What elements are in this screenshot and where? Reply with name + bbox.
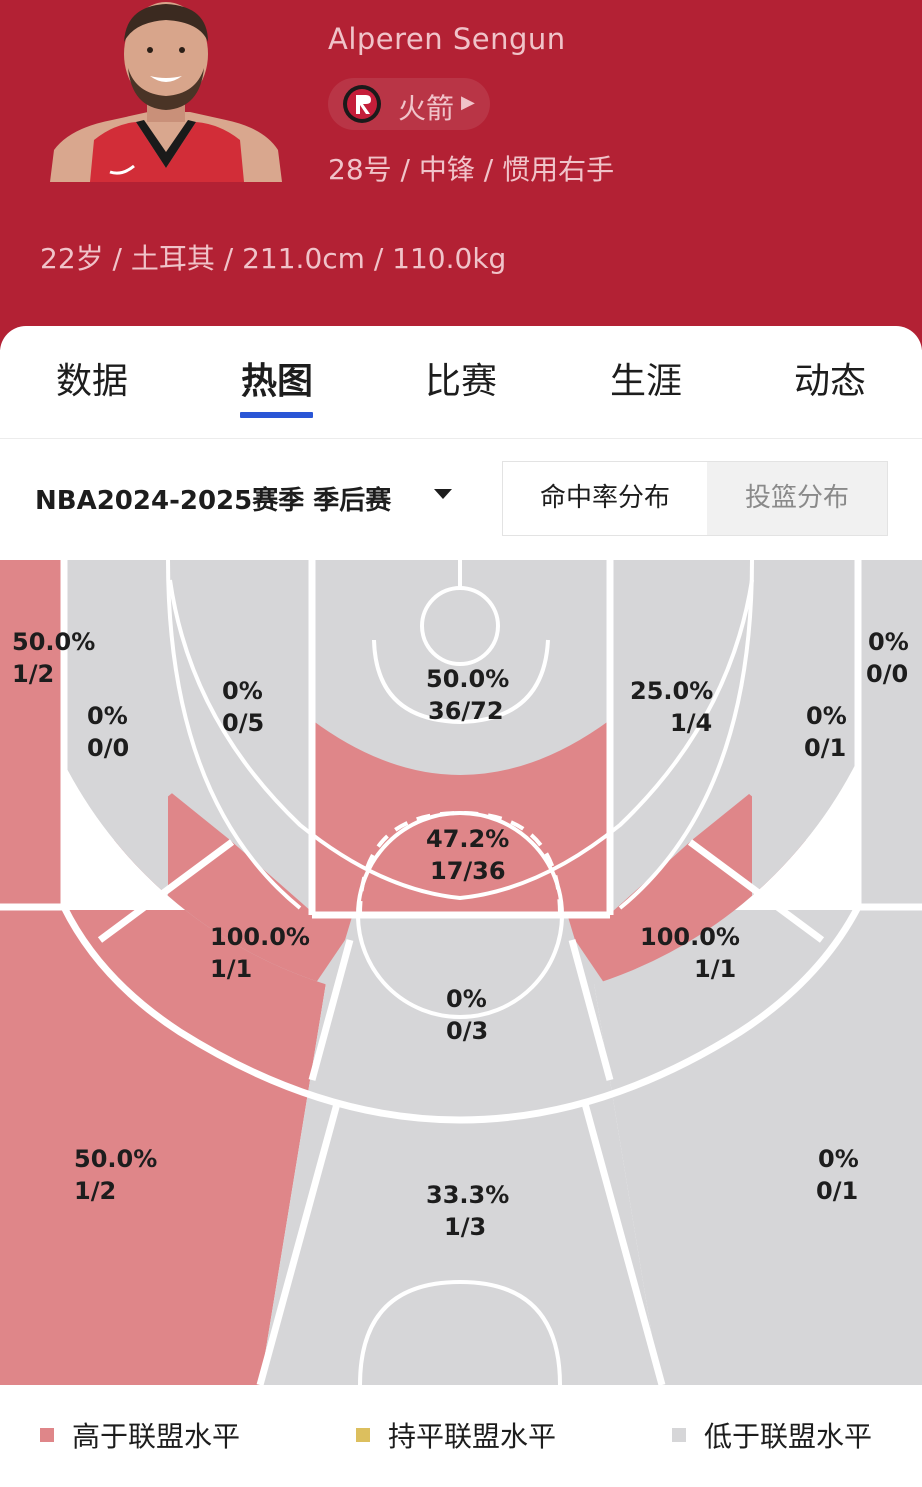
- label-right-wing-three-ratio: 0/1: [816, 1177, 858, 1205]
- zone-left-wing-three[interactable]: [0, 910, 338, 1385]
- label-top-three-ratio: 1/3: [444, 1213, 486, 1241]
- label-right-corner-three-pct: 0%: [868, 628, 909, 656]
- zone-right-short-mid[interactable]: [612, 560, 754, 912]
- zone-left-corner-three[interactable]: [0, 560, 64, 910]
- toggle-hit-rate[interactable]: 命中率分布: [503, 462, 707, 535]
- player-name: Alperen Sengun: [328, 22, 566, 56]
- zone-left-short-mid[interactable]: [168, 560, 312, 912]
- team-link[interactable]: 火箭 ▶: [328, 78, 490, 130]
- rockets-logo-icon: [343, 85, 381, 123]
- zone-right-corner-three[interactable]: [858, 560, 922, 910]
- legend-swatch-below: [672, 1428, 686, 1442]
- label-left-corner-three-ratio: 1/2: [12, 660, 54, 688]
- label-top-three-pct: 33.3%: [426, 1181, 509, 1209]
- player-avatar: [50, 0, 282, 182]
- tab-stats[interactable]: 数据: [55, 361, 128, 402]
- label-paint-ratio: 17/36: [430, 857, 506, 885]
- label-right-elbow-mid-pct: 100.0%: [640, 923, 740, 951]
- active-tab-indicator: [240, 412, 313, 418]
- tab-bar: 数据 热图 比赛 生涯 动态: [0, 326, 922, 439]
- label-right-corner-three-ratio: 0/0: [866, 660, 908, 688]
- legend-above: 高于联盟水平: [40, 1415, 240, 1455]
- chevron-down-icon[interactable]: [434, 489, 452, 499]
- label-left-elbow-mid-ratio: 1/1: [210, 955, 252, 983]
- legend-swatch-even: [356, 1428, 370, 1442]
- zone-top-mid[interactable]: [280, 940, 640, 1080]
- legend-swatch-above: [40, 1428, 54, 1442]
- zone-paint-baseline[interactable]: [312, 560, 610, 775]
- label-right-short-mid-ratio: 1/4: [670, 709, 712, 737]
- label-right-baseline-mid-pct: 0%: [806, 702, 847, 730]
- tab-career[interactable]: 生涯: [609, 361, 682, 402]
- label-top-mid-pct: 0%: [446, 985, 487, 1013]
- label-left-wing-three-ratio: 1/2: [74, 1177, 116, 1205]
- label-left-elbow-mid-pct: 100.0%: [210, 923, 310, 951]
- tab-games[interactable]: 比赛: [424, 361, 497, 402]
- label-right-short-mid-pct: 25.0%: [630, 677, 713, 705]
- tab-heatmap[interactable]: 热图: [240, 361, 313, 402]
- label-right-wing-three-pct: 0%: [818, 1145, 859, 1173]
- view-toggle: 命中率分布 投篮分布: [502, 461, 888, 536]
- toggle-shot-distribution[interactable]: 投篮分布: [744, 483, 849, 513]
- legend-below: 低于联盟水平: [672, 1415, 872, 1455]
- label-paint-baseline-pct: 50.0%: [426, 665, 509, 693]
- player-role: 28号 / 中锋 / 惯用右手: [328, 153, 615, 186]
- legend-even-label: 持平联盟水平: [388, 1420, 557, 1453]
- zone-right-wing-three[interactable]: [582, 910, 922, 1385]
- label-left-short-mid-ratio: 0/5: [222, 709, 264, 737]
- legend-above-label: 高于联盟水平: [72, 1420, 241, 1453]
- zone-top-three[interactable]: [260, 910, 660, 1385]
- label-top-mid-ratio: 0/3: [446, 1017, 488, 1045]
- legend-even: 持平联盟水平: [356, 1415, 556, 1455]
- label-right-baseline-mid-ratio: 0/1: [804, 734, 846, 762]
- player-bio: 22岁 / 土耳其 / 211.0cm / 110.0kg: [40, 242, 507, 275]
- label-paint-baseline-ratio: 36/72: [428, 697, 504, 725]
- season-selector[interactable]: NBA2024-2025赛季 季后赛: [35, 486, 392, 516]
- label-left-baseline-mid-pct: 0%: [87, 702, 128, 730]
- label-left-wing-three-pct: 50.0%: [74, 1145, 157, 1173]
- label-left-short-mid-pct: 0%: [222, 677, 263, 705]
- caret-right-icon: ▶: [461, 92, 475, 113]
- label-right-elbow-mid-ratio: 1/1: [694, 955, 736, 983]
- label-paint-pct: 47.2%: [426, 825, 509, 853]
- tab-news[interactable]: 动态: [793, 361, 866, 402]
- heatmap-legend: 高于联盟水平 持平联盟水平 低于联盟水平: [0, 1385, 922, 1485]
- team-name: 火箭: [398, 92, 455, 125]
- legend-below-label: 低于联盟水平: [704, 1420, 873, 1453]
- player-header: Alperen Sengun 火箭 ▶ 28号 / 中锋 / 惯用右手 22岁 …: [0, 0, 922, 350]
- shot-heatmap-court: 50.0% 1/2 0% 0/0 0% 0/5 50.0% 36/72 25.0…: [0, 560, 922, 1385]
- label-left-corner-three-pct: 50.0%: [12, 628, 95, 656]
- label-left-baseline-mid-ratio: 0/0: [87, 734, 129, 762]
